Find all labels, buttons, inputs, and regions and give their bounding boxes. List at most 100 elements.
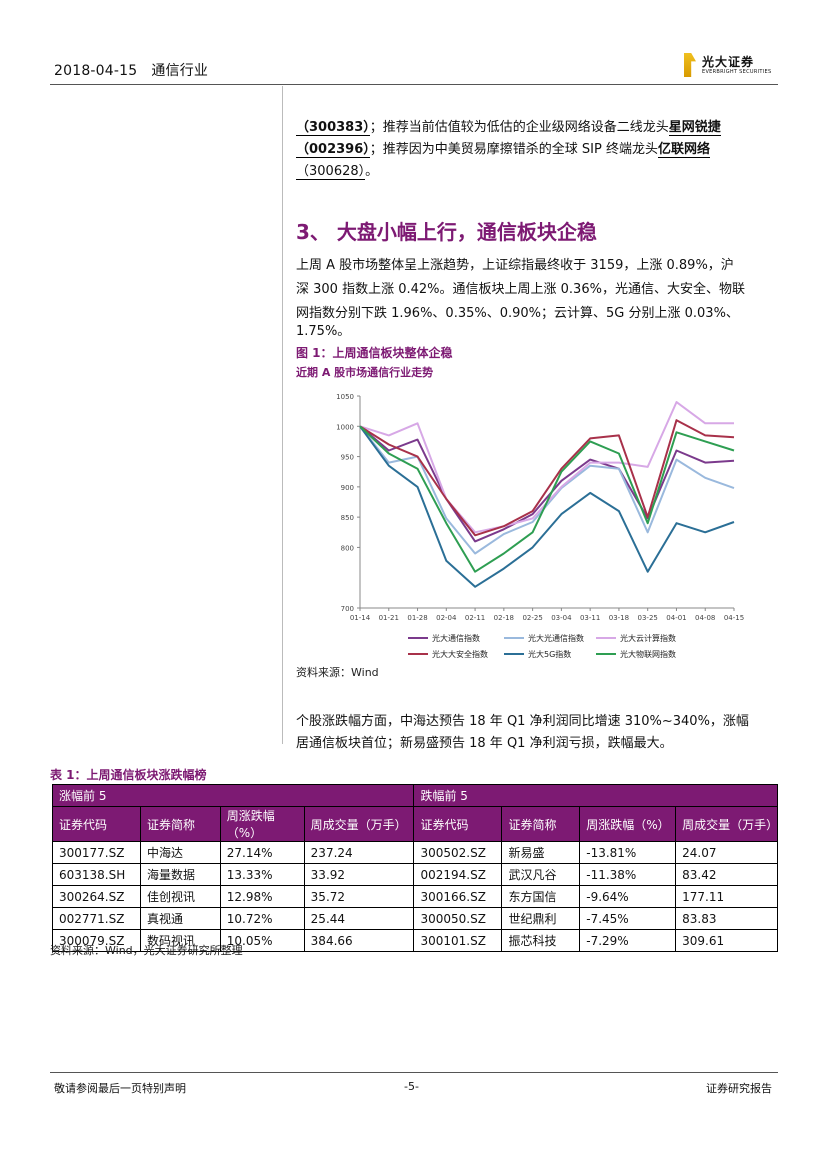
table-cell: -13.81% (579, 841, 677, 864)
table-cell: 新易盛 (501, 841, 581, 864)
page-number: -5- (404, 1080, 419, 1093)
x-tick-label: 02-11 (465, 614, 485, 622)
x-tick-label: 04-15 (724, 614, 744, 622)
stock-name: 星网锐捷 (668, 120, 721, 136)
column-header: 证券简称 (139, 806, 221, 842)
intro-text: ；推荐因为中美贸易摩擦错杀的全球 SIP 终端龙头 (369, 142, 658, 157)
x-tick-label: 02-04 (436, 614, 457, 622)
column-header: 证券代码 (413, 806, 503, 842)
x-tick-label: 01-14 (350, 614, 371, 622)
table-cell: 300502.SZ (413, 841, 503, 864)
table-cell: 中海达 (139, 841, 221, 864)
table-cell: 25.44 (303, 907, 415, 930)
column-header: 周成交量（万手） (303, 806, 415, 842)
table-row: 002771.SZ 真视通 10.72% 25.44 300050.SZ 世纪鼎利 -7.4… (52, 907, 778, 930)
footer-disclaimer: 敬请参阅最后一页特别声明 (54, 1082, 186, 1095)
table-cell: 300177.SZ (52, 841, 141, 864)
column-header: 周涨跌幅（%） (579, 806, 677, 842)
stock-para-line: 个股涨跌幅方面，中海达预告 18 年 Q1 净利润同比增速 310%~340%，… (296, 714, 749, 729)
x-tick-label: 02-18 (494, 614, 514, 622)
x-tick-label: 01-21 (379, 614, 399, 622)
table-cell: 35.72 (303, 885, 415, 908)
report-date: 2018-04-15 (54, 63, 138, 79)
series-line (359, 425, 735, 588)
section-para-line: 网指数分别下跌 1.96%、0.35%、0.90%；云计算、5G 分别上涨 0.… (296, 306, 739, 321)
table-cell: 13.33% (219, 863, 305, 886)
table-cell: -7.45% (579, 907, 677, 930)
x-tick-label: 03-04 (551, 614, 572, 622)
figure-title: 图 1：上周通信板块整体企稳 (296, 346, 453, 360)
section-para-line: 上周 A 股市场整体呈上涨趋势，上证综指最终收于 3159，上涨 0.89%，沪 (296, 258, 734, 273)
table-cell: -7.29% (579, 929, 677, 952)
table-cell: -11.38% (579, 863, 677, 886)
footer-report-type: 证券研究报告 (706, 1082, 772, 1095)
table-cell: 300050.SZ (413, 907, 503, 930)
legend-label: 光大云计算指数 (620, 633, 676, 643)
header-divider (50, 84, 778, 85)
x-tick-label: 02-25 (522, 614, 542, 622)
y-tick-label: 800 (341, 544, 354, 552)
logo-cn-text: 光大证券 (702, 54, 755, 69)
intro-line-2: （002396）；推荐因为中美贸易摩擦错杀的全球 SIP 终端龙头亿联网络 (296, 138, 776, 162)
logo-en-text: EVERBRIGHT SECURITIES (702, 68, 772, 75)
figure-source: 资料来源：Wind (296, 666, 379, 679)
legend-label: 光大物联网指数 (620, 649, 676, 659)
table-cell: 数码视讯 (139, 929, 221, 952)
y-tick-label: 1050 (336, 393, 354, 401)
section-para-line: 深 300 指数上涨 0.42%。通信板块上周上涨 0.36%，光通信、大安全、… (296, 282, 745, 297)
group-right-header: 跌幅前 5 (413, 784, 778, 807)
section-para-line: 1.75%。 (296, 324, 351, 339)
legend-label: 光大5G指数 (528, 649, 571, 659)
table-cell: 002771.SZ (52, 907, 141, 930)
x-tick-label: 04-01 (666, 614, 686, 622)
table-cell: 177.11 (675, 885, 778, 908)
intro-text: ；推荐当前估值较为低估的企业级网络设备二线龙头 (369, 120, 669, 135)
intro-line-3: （300628）。 (296, 160, 776, 184)
table-cell: 海量数据 (139, 863, 221, 886)
column-header: 周涨跌幅（%） (219, 806, 305, 842)
section-title: 3、 大盘小幅上行，通信板块企稳 (296, 220, 597, 244)
table-header-row: 证券代码 证券简称 周涨跌幅（%） 周成交量（万手） 证券代码 证券简称 周涨跌… (52, 806, 778, 842)
logo-icon (684, 53, 696, 77)
y-tick-label: 850 (341, 514, 354, 522)
table-cell: 真视通 (139, 907, 221, 930)
legend-label: 光大大安全指数 (432, 649, 488, 659)
legend-label: 光大通信指数 (432, 633, 480, 643)
column-divider (282, 86, 283, 744)
stock-name: 亿联网络 (657, 142, 710, 158)
stock-para-line: 居通信板块首位；新易盛预告 18 年 Q1 净利润亏损，跌幅最大。 (296, 736, 673, 751)
table-row: 300177.SZ 中海达 27.14% 237.24 300502.SZ 新易盛 -13.… (52, 841, 778, 864)
table-cell: 12.98% (219, 885, 305, 908)
series-line (359, 425, 735, 555)
everbright-logo: 光大证券 EVERBRIGHT SECURITIES (684, 52, 771, 78)
y-tick-label: 950 (341, 454, 354, 462)
series-line (359, 419, 735, 537)
line-chart: 700 800 850 900 950 1000 1050 01-14 01-21 01-28 02… (336, 393, 744, 659)
x-tick-label: 03-25 (638, 614, 658, 622)
table-cell: 83.83 (675, 907, 778, 930)
table-cell: 27.14% (219, 841, 305, 864)
x-tick-label: 03-11 (580, 614, 600, 622)
stock-code: （002396） (296, 142, 370, 158)
table-cell: 83.42 (675, 863, 778, 886)
table-cell: 武汉凡谷 (501, 863, 581, 886)
series-line (359, 425, 735, 543)
table-cell: 300264.SZ (52, 885, 141, 908)
table-cell: 237.24 (303, 841, 415, 864)
table-cell: 世纪鼎利 (501, 907, 581, 930)
table-cell: 10.72% (219, 907, 305, 930)
stock-code: （300628） (296, 164, 366, 180)
table-row: 300264.SZ 佳创视讯 12.98% 35.72 300166.SZ 东方国信 -9.… (52, 885, 778, 908)
column-header: 周成交量（万手） (675, 806, 778, 842)
table-source: 资料来源：Wind，光大证券研究所整理 (50, 944, 243, 957)
industry-label: 通信行业 (151, 63, 209, 79)
table-cell: 300101.SZ (413, 929, 503, 952)
table-cell: 002194.SZ (413, 863, 503, 886)
table-row: 603138.SH 海量数据 13.33% 33.92 002194.SZ 武汉凡谷 -11… (52, 863, 778, 886)
table-row: 300079.SZ 数码视讯 10.05% 384.66 300101.SZ 振芯科技 -7… (52, 929, 778, 952)
table-cell: 振芯科技 (501, 929, 581, 952)
table-group-row: 涨幅前 5 跌幅前 5 (51, 784, 778, 807)
x-tick-label: 03-18 (609, 614, 629, 622)
table-cell: 东方国信 (501, 885, 581, 908)
table-cell: 300166.SZ (413, 885, 503, 908)
